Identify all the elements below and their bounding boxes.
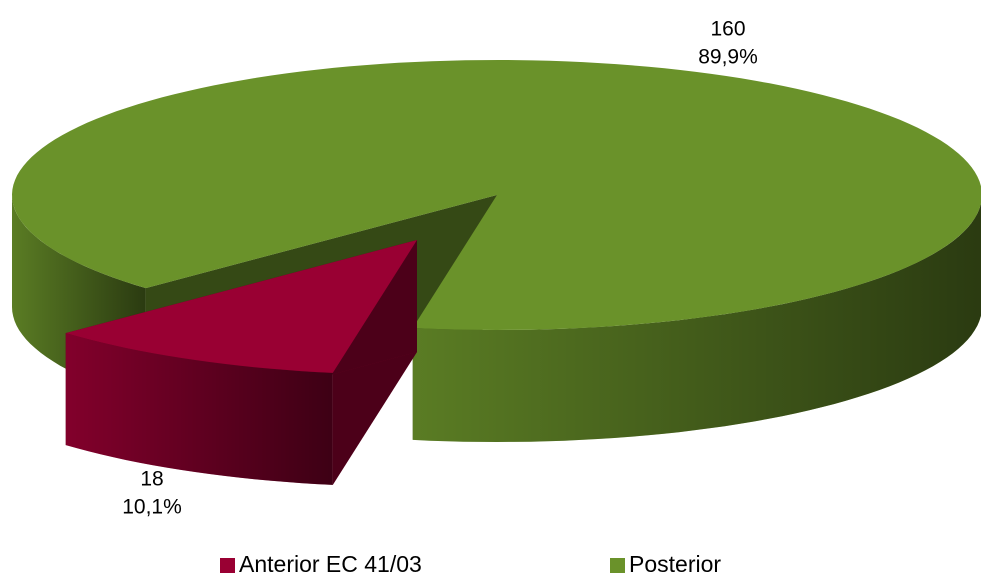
legend-swatch [220,558,235,573]
data-label-value: 160 [710,18,745,41]
data-label-percent: 89,9% [698,46,758,69]
legend: Anterior EC 41/03 Posterior [220,551,721,577]
data-label-value: 18 [140,468,163,491]
legend-label: Anterior EC 41/03 [239,551,422,577]
data-label-percent: 10,1% [122,496,182,519]
legend-label: Posterior [629,551,721,577]
slice-top [12,60,981,330]
labels: 160 89,9% 18 10,1% [122,18,758,519]
pie [12,60,981,485]
slice-side-shade [412,203,981,442]
slice-side-shade [65,333,333,485]
slice-top [65,240,418,373]
legend-swatch [610,558,625,573]
